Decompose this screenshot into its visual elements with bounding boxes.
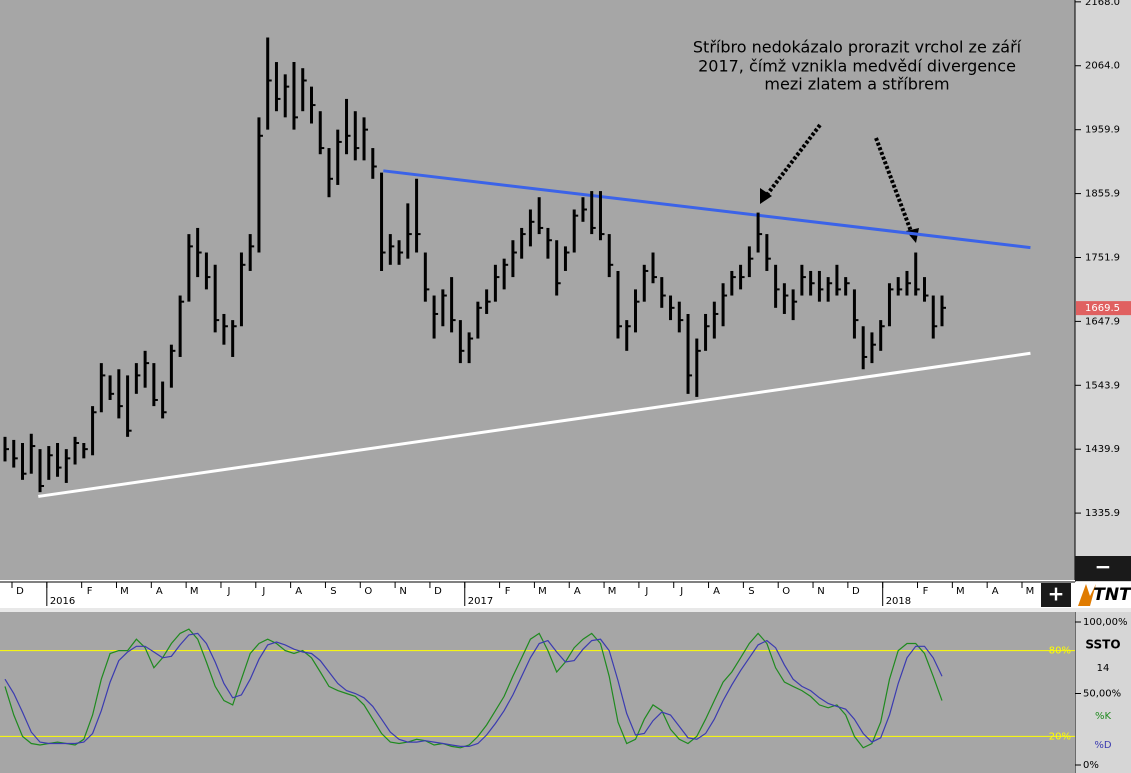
oscillator-panel <box>0 612 1075 773</box>
y-tick-label: 1543.9 <box>1085 380 1120 391</box>
x-tick-label: S <box>748 586 754 597</box>
x-tick-label: M <box>1026 586 1035 597</box>
series-line <box>4 628 943 749</box>
value-axis-panel <box>1075 0 1131 773</box>
x-tick-label: M <box>608 586 617 597</box>
zoom-in-label[interactable]: + <box>1048 582 1065 606</box>
x-tick-label: N <box>817 586 824 597</box>
y-tick-label: 2064.0 <box>1085 61 1120 72</box>
legend-label: %K <box>1095 711 1112 722</box>
level-label: 80% <box>1049 646 1071 657</box>
y-tick-label: 1959.9 <box>1085 125 1120 136</box>
year-label: 2017 <box>468 596 493 607</box>
y-tick-label: 1335.9 <box>1085 508 1120 519</box>
x-tick-label: F <box>923 586 929 597</box>
x-tick-label: A <box>156 586 163 597</box>
level-label: 20% <box>1049 731 1071 742</box>
x-tick-label: M <box>190 586 199 597</box>
annotation: 2017, čímž vznikla medvědí divergence <box>698 57 1016 76</box>
x-tick-label: A <box>295 586 302 597</box>
x-tick-label: J <box>679 586 683 597</box>
x-tick-label: N <box>399 586 406 597</box>
trendline <box>383 169 1031 250</box>
x-tick-label: D <box>852 586 860 597</box>
x-tick-label: M <box>538 586 547 597</box>
indicator-period: 14 <box>1097 663 1110 674</box>
zoom-in-button[interactable] <box>1041 583 1071 607</box>
y-tick-label: 0% <box>1083 760 1099 771</box>
logo-text: TNT <box>1093 585 1131 605</box>
arrow-head <box>760 188 772 204</box>
x-tick-label: A <box>574 586 581 597</box>
y-tick-label: 1647.9 <box>1085 316 1120 327</box>
arrow <box>874 137 914 235</box>
time-axis-strip <box>0 580 1075 608</box>
y-tick-label: 50,00% <box>1083 689 1121 700</box>
last-price-marker <box>1076 301 1131 316</box>
last-price-label: 1669.5 <box>1085 303 1120 314</box>
y-tick-label: 1855.9 <box>1085 189 1120 200</box>
price-panel <box>0 0 1075 580</box>
logo-mark <box>1078 584 1096 606</box>
year-label: 2016 <box>50 596 75 607</box>
x-tick-label: D <box>434 586 442 597</box>
x-tick-label: F <box>505 586 511 597</box>
panel-separator <box>0 608 1131 612</box>
indicator-title: SSTO <box>1085 638 1120 652</box>
x-tick-label: J <box>226 586 230 597</box>
x-tick-label: O <box>364 586 372 597</box>
y-tick-label: 1439.9 <box>1085 444 1120 455</box>
year-label: 2018 <box>886 596 911 607</box>
y-tick-label: 1751.9 <box>1085 252 1120 263</box>
x-tick-label: F <box>87 586 93 597</box>
x-tick-label: M <box>120 586 129 597</box>
series-line <box>4 632 943 747</box>
x-tick-label: J <box>261 586 265 597</box>
x-tick-label: A <box>713 586 720 597</box>
x-tick-label: M <box>956 586 965 597</box>
zoom-out-button[interactable] <box>1075 556 1131 581</box>
zoom-out-label[interactable]: − <box>1095 555 1112 579</box>
x-tick-label: A <box>992 586 999 597</box>
x-tick-label: D <box>16 586 24 597</box>
y-tick-label: 100,00% <box>1083 617 1128 628</box>
x-tick-label: S <box>330 586 336 597</box>
annotation: mezi zlatem a stříbrem <box>764 75 949 94</box>
trendline <box>38 351 1031 498</box>
annotation: Stříbro nedokázalo prorazit vrchol ze zá… <box>693 38 1022 57</box>
x-tick-label: O <box>782 586 790 597</box>
legend-label: %D <box>1094 740 1112 751</box>
x-tick-label: J <box>644 586 648 597</box>
y-tick-label: 2168.0 <box>1085 0 1120 8</box>
